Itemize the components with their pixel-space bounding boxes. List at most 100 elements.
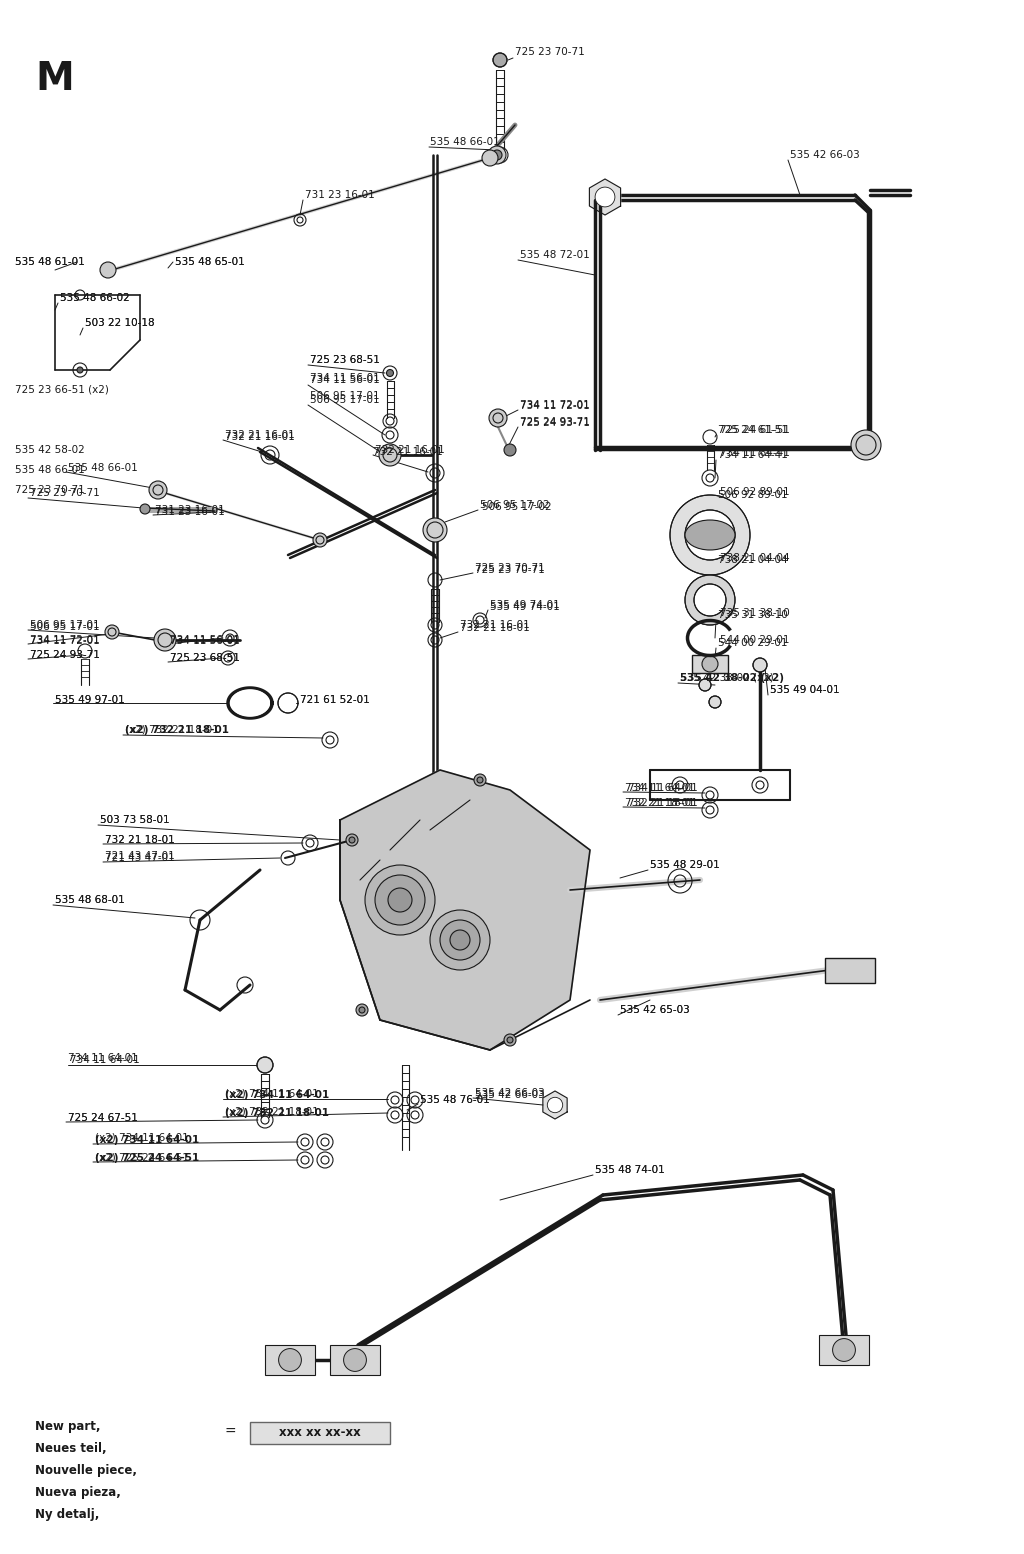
Text: 535 42 38-02 (x2): 535 42 38-02 (x2) — [680, 673, 784, 684]
Text: 535 48 29-01: 535 48 29-01 — [650, 859, 720, 870]
Text: 503 22 10-18: 503 22 10-18 — [85, 319, 155, 328]
Text: 725 23 70-71: 725 23 70-71 — [30, 488, 99, 497]
Text: (x2) 725 24 64-51: (x2) 725 24 64-51 — [95, 1153, 200, 1162]
Text: 535 48 66-01: 535 48 66-01 — [15, 465, 85, 476]
Polygon shape — [340, 769, 590, 1051]
Text: Nouvelle piece,: Nouvelle piece, — [35, 1464, 137, 1476]
Bar — [250, 1422, 390, 1444]
Text: 734 11 72-01: 734 11 72-01 — [30, 636, 99, 646]
Text: 535 48 65-01: 535 48 65-01 — [175, 256, 245, 267]
Text: 725 23 66-51 (x2): 725 23 66-51 (x2) — [15, 385, 109, 395]
Circle shape — [492, 151, 502, 160]
Circle shape — [670, 496, 750, 575]
Text: 734 11 72-01: 734 11 72-01 — [520, 399, 590, 410]
Text: 725 24 93-71: 725 24 93-71 — [520, 416, 590, 427]
Text: 535 48 66-01: 535 48 66-01 — [430, 137, 500, 148]
Circle shape — [504, 1033, 516, 1046]
Circle shape — [504, 444, 516, 455]
Text: 535 42 66-03: 535 42 66-03 — [790, 151, 860, 160]
Text: 734 11 56-01: 734 11 56-01 — [310, 373, 380, 382]
Text: 535 49 97-01: 535 49 97-01 — [55, 695, 125, 706]
Text: 738 21 04-04: 738 21 04-04 — [718, 555, 787, 566]
Text: 535 49 04-01: 535 49 04-01 — [770, 685, 840, 695]
Text: 535 48 66-01: 535 48 66-01 — [68, 463, 138, 472]
Text: 734 11 72-01: 734 11 72-01 — [520, 401, 590, 410]
Text: 725 23 70-71: 725 23 70-71 — [475, 566, 545, 575]
Bar — [330, 1346, 380, 1375]
Text: 535 48 61-01: 535 48 61-01 — [15, 256, 85, 267]
Circle shape — [100, 263, 116, 278]
Circle shape — [474, 774, 486, 786]
Text: 506 92 89-01: 506 92 89-01 — [718, 490, 787, 500]
Text: 725 23 68-51: 725 23 68-51 — [170, 653, 240, 664]
Text: 725 24 61-51: 725 24 61-51 — [718, 424, 787, 435]
Circle shape — [423, 517, 447, 542]
Text: 732 21 18-01: 732 21 18-01 — [105, 834, 175, 845]
Circle shape — [702, 656, 718, 671]
Text: 535 49 04-01: 535 49 04-01 — [770, 685, 840, 695]
Text: 535 48 68-01: 535 48 68-01 — [55, 895, 125, 904]
Circle shape — [359, 1007, 365, 1013]
Circle shape — [150, 482, 167, 499]
Text: 506 95 17-01: 506 95 17-01 — [30, 620, 99, 629]
Text: 506 95 17-01: 506 95 17-01 — [310, 392, 380, 401]
Text: 725 24 93-71: 725 24 93-71 — [520, 418, 590, 427]
Text: 725 24 93-71: 725 24 93-71 — [30, 650, 100, 660]
Circle shape — [699, 679, 711, 692]
Circle shape — [344, 1349, 367, 1371]
Text: 506 95 17-02: 506 95 17-02 — [482, 502, 552, 511]
Text: 725 24 67-51: 725 24 67-51 — [68, 1113, 138, 1124]
Circle shape — [375, 875, 425, 925]
Circle shape — [547, 1097, 563, 1113]
Text: 535 48 74-01: 535 48 74-01 — [595, 1166, 665, 1175]
Circle shape — [77, 367, 83, 373]
Text: (x2) 732 21 18-01: (x2) 732 21 18-01 — [225, 1108, 329, 1117]
Text: 735 31 38-10: 735 31 38-10 — [718, 611, 787, 620]
Text: 535 49 74-01: 535 49 74-01 — [490, 601, 560, 612]
Text: 544 00 29-01: 544 00 29-01 — [720, 636, 790, 645]
Text: 725 23 68-51: 725 23 68-51 — [170, 653, 240, 664]
Circle shape — [685, 510, 735, 559]
Text: 535 48 76-01: 535 48 76-01 — [420, 1096, 489, 1105]
Circle shape — [450, 929, 470, 949]
Text: 725 24 67-51: 725 24 67-51 — [68, 1113, 138, 1124]
Text: (x2) 725 24 64-51: (x2) 725 24 64-51 — [95, 1153, 188, 1162]
Circle shape — [833, 1338, 855, 1361]
Text: (x2) 734 11 64-01: (x2) 734 11 64-01 — [225, 1088, 318, 1099]
Polygon shape — [590, 179, 621, 214]
Circle shape — [488, 146, 506, 165]
Text: (x2) 734 11 64-01: (x2) 734 11 64-01 — [225, 1089, 330, 1100]
Text: Nueva pieza,: Nueva pieza, — [35, 1486, 121, 1500]
Text: 731 23 16-01: 731 23 16-01 — [155, 505, 224, 514]
Text: 731 23 16-01: 731 23 16-01 — [155, 507, 224, 517]
Text: 506 92 89-01: 506 92 89-01 — [720, 486, 790, 497]
Text: 721 61 52-01: 721 61 52-01 — [300, 695, 370, 706]
Text: Ny detalj,: Ny detalj, — [35, 1507, 99, 1521]
Circle shape — [507, 1037, 513, 1043]
Text: 734 11 64-41: 734 11 64-41 — [720, 448, 790, 458]
Circle shape — [365, 866, 435, 936]
Polygon shape — [543, 1091, 567, 1119]
Circle shape — [105, 625, 119, 639]
Bar — [265, 1346, 315, 1375]
Text: 535 48 68-01: 535 48 68-01 — [55, 895, 125, 904]
Text: 732 21 18-01: 732 21 18-01 — [628, 799, 697, 808]
Circle shape — [709, 696, 721, 709]
Circle shape — [388, 887, 412, 912]
Text: 734 11 64-01: 734 11 64-01 — [625, 783, 694, 793]
Text: 535 42 65-03: 535 42 65-03 — [620, 1005, 690, 1015]
Text: =: = — [225, 1425, 237, 1439]
Text: (x2) 732 21 18-01: (x2) 732 21 18-01 — [225, 1106, 318, 1116]
Text: 544 00 29-01: 544 00 29-01 — [718, 639, 787, 648]
Text: 734 11 64-01: 734 11 64-01 — [70, 1055, 139, 1064]
Text: 535 42 58-02: 535 42 58-02 — [15, 444, 85, 455]
Text: 535 48 74-01: 535 48 74-01 — [595, 1166, 665, 1175]
Text: 535 42 65-03: 535 42 65-03 — [620, 1005, 690, 1015]
Text: 734 11 56-01: 734 11 56-01 — [310, 375, 380, 385]
Circle shape — [489, 409, 507, 427]
Text: 725 23 68-51: 725 23 68-51 — [310, 354, 380, 365]
Text: (x2) 732 21 18-01: (x2) 732 21 18-01 — [125, 726, 229, 735]
Bar — [692, 654, 728, 673]
Text: New part,: New part, — [35, 1420, 100, 1433]
Circle shape — [493, 53, 507, 67]
